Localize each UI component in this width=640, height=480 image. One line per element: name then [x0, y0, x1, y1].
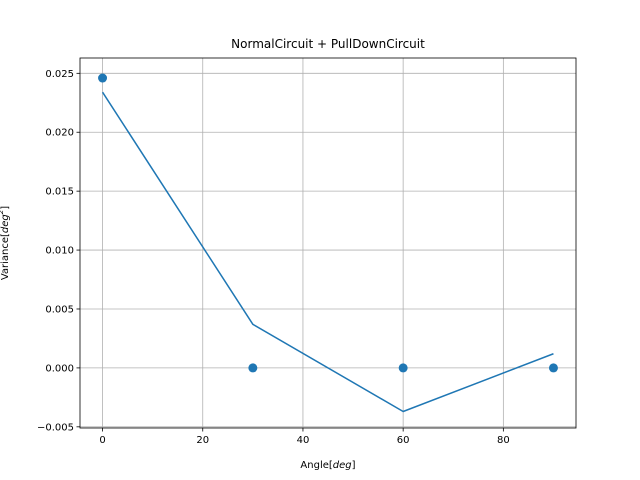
y-axis-label-unit: deg	[0, 214, 11, 233]
grid	[80, 58, 576, 428]
y-tick-label: 0.020	[45, 128, 74, 139]
x-tick-label: 40	[297, 435, 310, 446]
y-tick-label: −0.005	[37, 422, 74, 433]
scatter-point	[398, 363, 408, 373]
x-tick-label: 0	[99, 435, 105, 446]
x-axis-label: Angle[deg]	[300, 460, 355, 471]
y-tick-label: 0.000	[45, 363, 74, 374]
axes-frame	[79, 57, 577, 429]
y-axis-label-text: Variance	[0, 237, 11, 280]
series-line	[101, 91, 554, 413]
y-axis: −0.005 0.000 0.005 0.010 0.015 0.020 0.025	[37, 69, 80, 433]
y-tick-label: 0.015	[45, 187, 74, 198]
y-tick-label: 0.025	[45, 69, 74, 80]
chart-title: NormalCircuit + PullDownCircuit	[231, 37, 425, 51]
scatter-point	[548, 363, 558, 373]
x-axis-label-text: Angle	[300, 460, 328, 471]
plot-area	[98, 73, 558, 413]
scatter-point	[248, 363, 258, 373]
x-tick-label: 60	[397, 435, 410, 446]
y-tick-label: 0.010	[45, 246, 74, 257]
y-tick-label: 0.005	[45, 304, 74, 315]
y-axis-label-exponent: 2	[0, 209, 5, 214]
x-tick-label: 80	[497, 435, 510, 446]
x-tick-label: 20	[196, 435, 209, 446]
x-axis-label-unit: deg	[333, 460, 352, 471]
scatter-point	[98, 73, 108, 83]
y-axis-label: Variance[deg2]	[0, 206, 11, 280]
x-axis: 0 20 40 60 80	[99, 428, 510, 446]
